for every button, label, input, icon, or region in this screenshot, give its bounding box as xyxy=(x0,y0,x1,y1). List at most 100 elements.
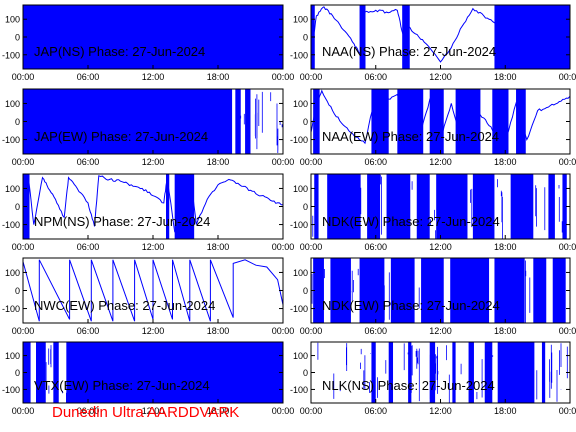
phase-spikes xyxy=(317,342,568,403)
phase-panel-10: 100 0 -100 00:00 06:00 12:00 18:00 00:00 NLK(NS)… xyxy=(290,341,576,416)
y-tick-label: 0 xyxy=(15,117,20,127)
y-tick-label: -100 xyxy=(290,385,308,395)
footer-credit: Dunedin Ultra AARDDVARK xyxy=(52,404,240,421)
panel-title: NLK(NS) Phase: 27-Jun-2024 xyxy=(322,378,495,393)
y-tick-label: 0 xyxy=(303,368,308,378)
x-tick-label: 06:00 xyxy=(364,326,387,336)
x-tick-label: 12:00 xyxy=(142,242,165,252)
phase-noise-band xyxy=(36,342,46,403)
phase-panel-3: 100 0 -100 00:00 06:00 12:00 18:00 00:00 JAP(EW)… xyxy=(2,88,294,167)
phase-noise-band xyxy=(66,342,283,403)
phase-noise-band xyxy=(314,174,319,239)
panel-title: NWC(EW) Phase: 27-Jun-2024 xyxy=(34,298,215,313)
x-tick-label: 06:00 xyxy=(77,72,100,82)
panel-frame xyxy=(22,173,284,240)
x-tick-label: 06:00 xyxy=(77,406,100,416)
x-tick-label: 12:00 xyxy=(429,157,452,167)
y-tick-label: 0 xyxy=(303,286,308,296)
x-tick-label: 18:00 xyxy=(207,242,230,252)
phase-spikes xyxy=(23,89,283,154)
x-tick-label: 06:00 xyxy=(77,157,100,167)
phase-noise-band xyxy=(429,89,444,154)
x-tick-label: 18:00 xyxy=(494,326,517,336)
y-tick-label: 100 xyxy=(5,351,20,361)
phase-noise-band xyxy=(390,258,415,323)
phase-trace-line xyxy=(311,89,570,146)
x-tick-label: 18:00 xyxy=(207,326,230,336)
phase-spikes xyxy=(27,342,283,403)
x-tick-label: 00:00 xyxy=(12,72,35,82)
x-tick-label: 18:00 xyxy=(207,72,230,82)
phase-noise-band xyxy=(548,174,555,239)
y-tick-label: -100 xyxy=(2,304,20,314)
y-tick-label: 0 xyxy=(303,33,308,43)
phase-trace-line xyxy=(23,259,283,322)
x-tick-label: 06:00 xyxy=(77,326,100,336)
x-tick-label: 00:00 xyxy=(272,326,295,336)
phase-spikes xyxy=(311,258,563,323)
y-tick-label: 100 xyxy=(5,184,20,194)
x-tick-label: 00:00 xyxy=(559,406,576,416)
phase-noise-band xyxy=(450,258,490,323)
y-tick-label: -100 xyxy=(290,135,308,145)
phase-trace-group xyxy=(23,342,283,403)
panel-title: JAP(NS) Phase: 27-Jun-2024 xyxy=(34,44,205,59)
phase-noise-band xyxy=(23,5,283,69)
x-tick-label: 18:00 xyxy=(207,406,230,416)
panel-title: VTX(EW) Phase: 27-Jun-2024 xyxy=(34,378,210,393)
phase-noise-band xyxy=(416,174,430,239)
x-tick-label: 12:00 xyxy=(142,326,165,336)
x-tick-label: 18:00 xyxy=(207,157,230,167)
phase-noise-band xyxy=(552,258,566,323)
phase-noise-band xyxy=(494,5,570,69)
x-tick-label: 00:00 xyxy=(272,72,295,82)
panel-title: JAP(EW) Phase: 27-Jun-2024 xyxy=(34,129,208,144)
x-tick-label: 12:00 xyxy=(429,406,452,416)
x-tick-label: 00:00 xyxy=(272,406,295,416)
phase-panel-4: 100 0 -100 00:00 06:00 12:00 18:00 00:00 NAA(EW)… xyxy=(290,88,576,167)
y-tick-label: -100 xyxy=(2,50,20,60)
phase-noise-band xyxy=(245,89,251,154)
phase-noise-band xyxy=(436,174,468,239)
phase-panel-8: 100 0 -100 00:00 06:00 12:00 18:00 00:00 NDK(EW)… xyxy=(290,257,576,336)
x-tick-label: 00:00 xyxy=(300,326,323,336)
phase-panel-6: 100 0 -100 00:00 06:00 12:00 18:00 00:00 NDK(EW)… xyxy=(290,173,576,252)
x-tick-label: 00:00 xyxy=(300,406,323,416)
phase-noise-band xyxy=(421,258,444,323)
y-tick-label: 0 xyxy=(15,368,20,378)
phase-trace-line xyxy=(311,6,570,68)
panel-title: NPM(NS) Phase: 27-Jun-2024 xyxy=(34,214,210,229)
phase-trace-group xyxy=(311,174,567,239)
x-tick-label: 12:00 xyxy=(429,326,452,336)
y-tick-label: -100 xyxy=(290,220,308,230)
x-tick-label: 00:00 xyxy=(12,326,35,336)
x-tick-label: 00:00 xyxy=(12,242,35,252)
phase-noise-band xyxy=(452,342,456,403)
y-tick-label: 100 xyxy=(293,268,308,278)
x-tick-label: 00:00 xyxy=(559,326,576,336)
phase-noise-band xyxy=(166,174,170,239)
y-tick-label: 100 xyxy=(293,351,308,361)
phase-noise-band xyxy=(371,89,389,154)
x-tick-label: 18:00 xyxy=(494,157,517,167)
y-tick-label: 0 xyxy=(303,202,308,212)
phase-noise-band xyxy=(359,258,385,323)
x-tick-label: 12:00 xyxy=(142,72,165,82)
panel-title: NAA(NS) Phase: 27-Jun-2024 xyxy=(322,44,496,59)
y-tick-label: 100 xyxy=(293,184,308,194)
y-tick-label: -100 xyxy=(290,50,308,60)
phase-trace-group xyxy=(311,89,570,154)
phase-noise-band xyxy=(494,258,525,323)
phase-noise-band xyxy=(429,342,436,403)
phase-noise-band xyxy=(492,89,509,154)
x-tick-label: 12:00 xyxy=(142,157,165,167)
panel-title: NAA(EW) Phase: 27-Jun-2024 xyxy=(322,129,499,144)
x-tick-label: 18:00 xyxy=(494,242,517,252)
phase-noise-band xyxy=(235,89,241,154)
phase-spikes xyxy=(311,174,566,239)
phase-panel-1: 100 0 -100 00:00 06:00 12:00 18:00 00:00 JAP(NS)… xyxy=(2,4,295,82)
x-tick-label: 06:00 xyxy=(364,242,387,252)
x-tick-label: 12:00 xyxy=(142,406,165,416)
y-tick-label: 0 xyxy=(303,117,308,127)
